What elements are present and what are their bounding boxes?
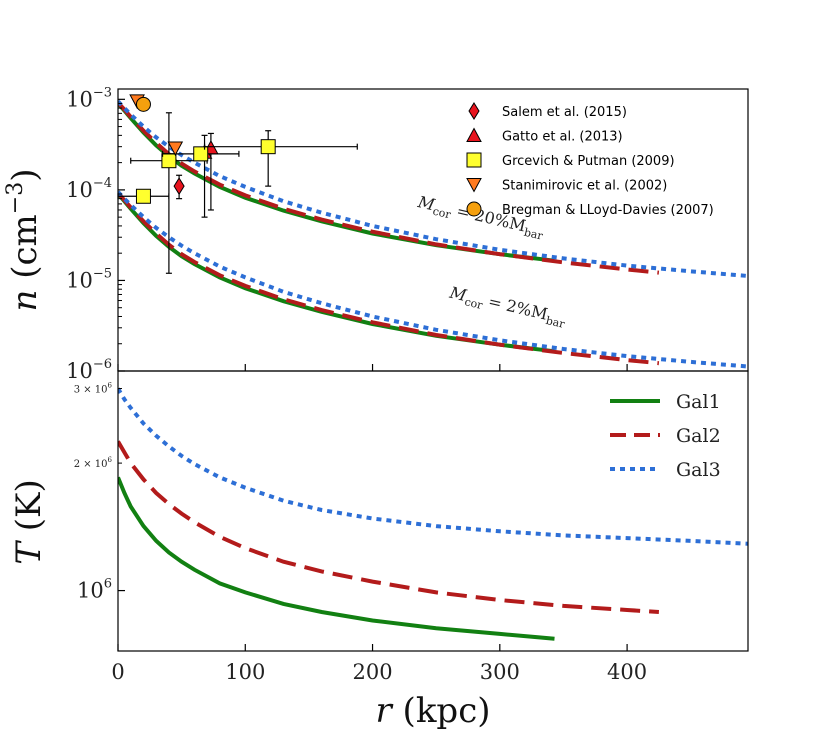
temperature-gal2-line [118,440,660,614]
observation-stanimirovic-et-al-2002-2 [167,141,184,157]
y-tick-label-1: 10−3 [66,85,112,111]
density-gal3-2--line [118,190,748,369]
x-tick-label-5: 400 [607,660,647,684]
legend-marker [466,178,482,193]
observations-legend: Salem et al. (2015) Gatto et al. (2013) Gr… [466,102,714,218]
y-minor-label-1: 2 × 106 [74,456,113,470]
legend-item-gal3: Gal3 [610,459,721,481]
observation-bregman-lloyd-davies-2007-1 [135,96,151,112]
legend-marker [466,152,482,168]
curve-annotation-2: Mcor = 2%Mbar [446,283,568,332]
y-tick-label-4: 10−6 [66,357,112,383]
observation-marker [193,146,209,162]
legend-item: Grcevich & Putman (2009) [466,152,675,169]
observation-marker [135,96,151,112]
y-tick-label-major: 106 [77,577,112,603]
observation-gatto-et-al-2013-2 [203,132,219,211]
density-gal1-20--line [118,102,555,263]
temperature-gal3-line [118,387,748,546]
observation-marker [161,153,177,169]
legend-item-gal1: Gal1 [610,391,721,413]
density-plot-frame [117,88,749,372]
y-minor-label-2: 3 × 106 [74,382,113,396]
legend-item: Stanimirovic et al. (2002) [466,178,667,194]
observation-marker [135,188,151,204]
observation-salem-et-al-2015-1 [173,174,185,200]
temperature-plot-frame [117,370,749,652]
axis-labels: n (cm−3) T (K) r (kpc) [3,169,491,731]
temperature-gal1-line [118,476,555,641]
legend-marker [466,127,482,142]
legend-item-gal2: Gal2 [610,425,721,447]
legend-item: Salem et al. (2015) [468,102,627,120]
radius-axis-label: r (kpc) [375,691,490,731]
density-axis-label: n (cm−3) [3,169,45,312]
observation-marker [167,141,184,157]
legend-label: Salem et al. (2015) [502,105,627,120]
legend-marker [466,201,482,217]
legend-label: Bregman & LLoyd-Davies (2007) [502,203,714,218]
legend-item: Bregman & LLoyd-Davies (2007) [466,201,714,218]
y-tick-label-3: 10−5 [66,266,112,292]
models-legend: Gal1 Gal2 Gal3 [610,391,721,481]
y-tick-label-2: 10−4 [66,176,112,202]
observation-grcevich-putman-2009-4 [203,130,358,187]
legend-label: Gatto et al. (2013) [502,130,623,145]
x-tick-label-3: 200 [352,660,392,684]
observation-marker [260,139,276,155]
legend-item: Gatto et al. (2013) [466,127,623,145]
x-tick-label-1: 0 [111,660,124,684]
density-gal2-2--line [118,191,660,366]
legend-label: Gal1 [676,391,721,413]
temperature-axis-label: T (K) [9,479,49,564]
x-tick-label-2: 100 [225,660,265,684]
temperature-panel: Gal1 Gal2 Gal3 106 2 × 106 3 × 106 0 100 200 300 4… [74,370,749,684]
density-gal2-20--line [118,101,660,275]
density-gal3-20--line [118,99,748,278]
observation-marker [173,177,185,196]
legend-marker [468,102,480,120]
legend-label: Stanimirovic et al. (2002) [502,179,667,194]
x-tick-label-4: 300 [480,660,520,684]
legend-label: Gal2 [676,425,721,447]
legend-label: Gal3 [676,459,721,481]
legend-label: Grcevich & Putman (2009) [502,154,675,169]
